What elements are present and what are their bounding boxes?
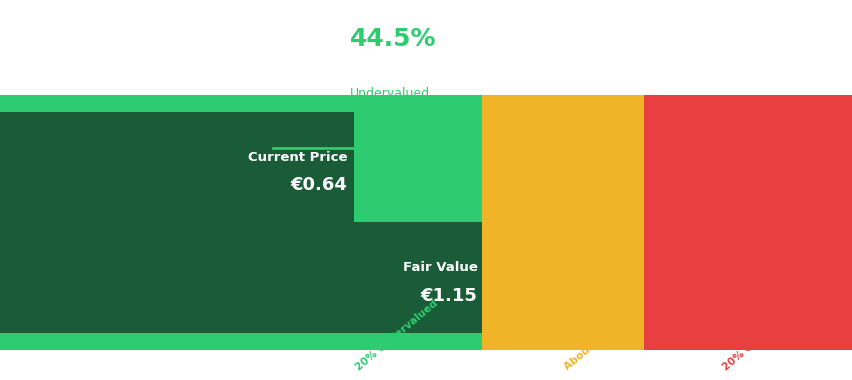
Bar: [0, 205, 481, 350]
Bar: [0, 222, 481, 332]
Bar: [481, 95, 643, 239]
Text: 20% Undervalued: 20% Undervalued: [354, 298, 440, 372]
Text: Current Price: Current Price: [247, 151, 347, 164]
Bar: [643, 205, 852, 350]
Text: About Right: About Right: [562, 320, 623, 372]
Bar: [643, 205, 852, 350]
Bar: [481, 205, 643, 350]
Text: €0.64: €0.64: [290, 176, 347, 195]
Bar: [643, 95, 852, 239]
Text: €1.15: €1.15: [420, 287, 477, 305]
Text: Fair Value: Fair Value: [402, 261, 477, 274]
Text: 44.5%: 44.5%: [349, 27, 435, 51]
Bar: [0, 112, 354, 222]
Bar: [0, 95, 481, 239]
Bar: [643, 95, 852, 239]
Text: Undervalued: Undervalued: [349, 87, 429, 100]
Text: 20% Overvalued: 20% Overvalued: [720, 303, 800, 372]
